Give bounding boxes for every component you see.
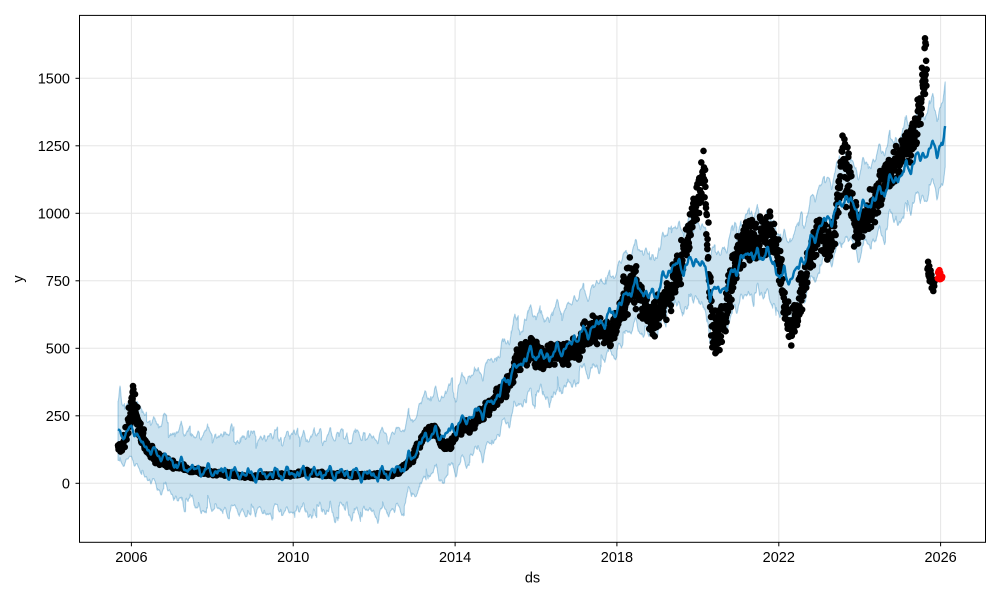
- svg-text:2022: 2022: [763, 550, 795, 566]
- svg-text:250: 250: [46, 409, 70, 425]
- svg-text:0: 0: [62, 476, 70, 492]
- svg-text:2026: 2026: [924, 550, 956, 566]
- svg-text:2014: 2014: [439, 550, 471, 566]
- svg-text:ds: ds: [525, 571, 540, 587]
- svg-text:y: y: [11, 275, 27, 283]
- svg-text:1250: 1250: [38, 139, 70, 155]
- svg-text:2010: 2010: [277, 550, 309, 566]
- svg-text:2006: 2006: [115, 550, 147, 566]
- svg-text:1000: 1000: [38, 206, 70, 222]
- svg-text:500: 500: [46, 341, 70, 357]
- svg-text:750: 750: [46, 274, 70, 290]
- svg-text:1500: 1500: [38, 71, 70, 87]
- svg-text:2018: 2018: [601, 550, 633, 566]
